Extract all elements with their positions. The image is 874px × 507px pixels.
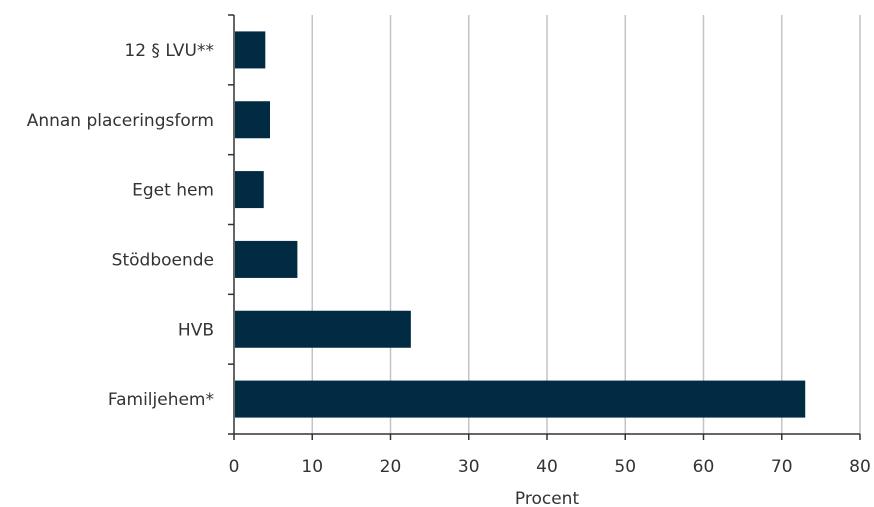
x-tick-label: 40 (536, 457, 558, 477)
category-labels: 12 § LVU** Annan placeringsform Eget hem St… (27, 41, 214, 410)
y-axis-ticks (228, 14, 234, 435)
x-tick-labels: 0 10 20 30 40 50 60 70 80 (229, 457, 871, 477)
category-label: HVB (178, 320, 214, 340)
x-tick-label: 0 (229, 457, 240, 477)
x-tick-label: 60 (693, 457, 715, 477)
x-tick-label: 80 (849, 457, 871, 477)
bar (235, 101, 270, 139)
category-label: Annan placeringsform (27, 111, 214, 131)
category-label: Eget hem (132, 181, 214, 201)
bar (235, 310, 411, 348)
x-tick-label: 70 (771, 457, 793, 477)
bar (235, 380, 806, 418)
bar (235, 31, 266, 69)
x-tick-label: 30 (458, 457, 480, 477)
x-tick-label: 10 (301, 457, 323, 477)
category-label: Stödboende (112, 250, 214, 270)
bars (235, 31, 806, 418)
category-label: 12 § LVU** (124, 41, 214, 61)
bar (235, 240, 298, 278)
x-tick-label: 50 (614, 457, 636, 477)
bar (235, 171, 264, 209)
x-axis-ticks (233, 434, 861, 440)
x-tick-label: 20 (380, 457, 402, 477)
x-axis-title: Procent (515, 489, 580, 507)
category-label: Familjehem* (108, 390, 214, 410)
gridlines (311, 15, 861, 434)
